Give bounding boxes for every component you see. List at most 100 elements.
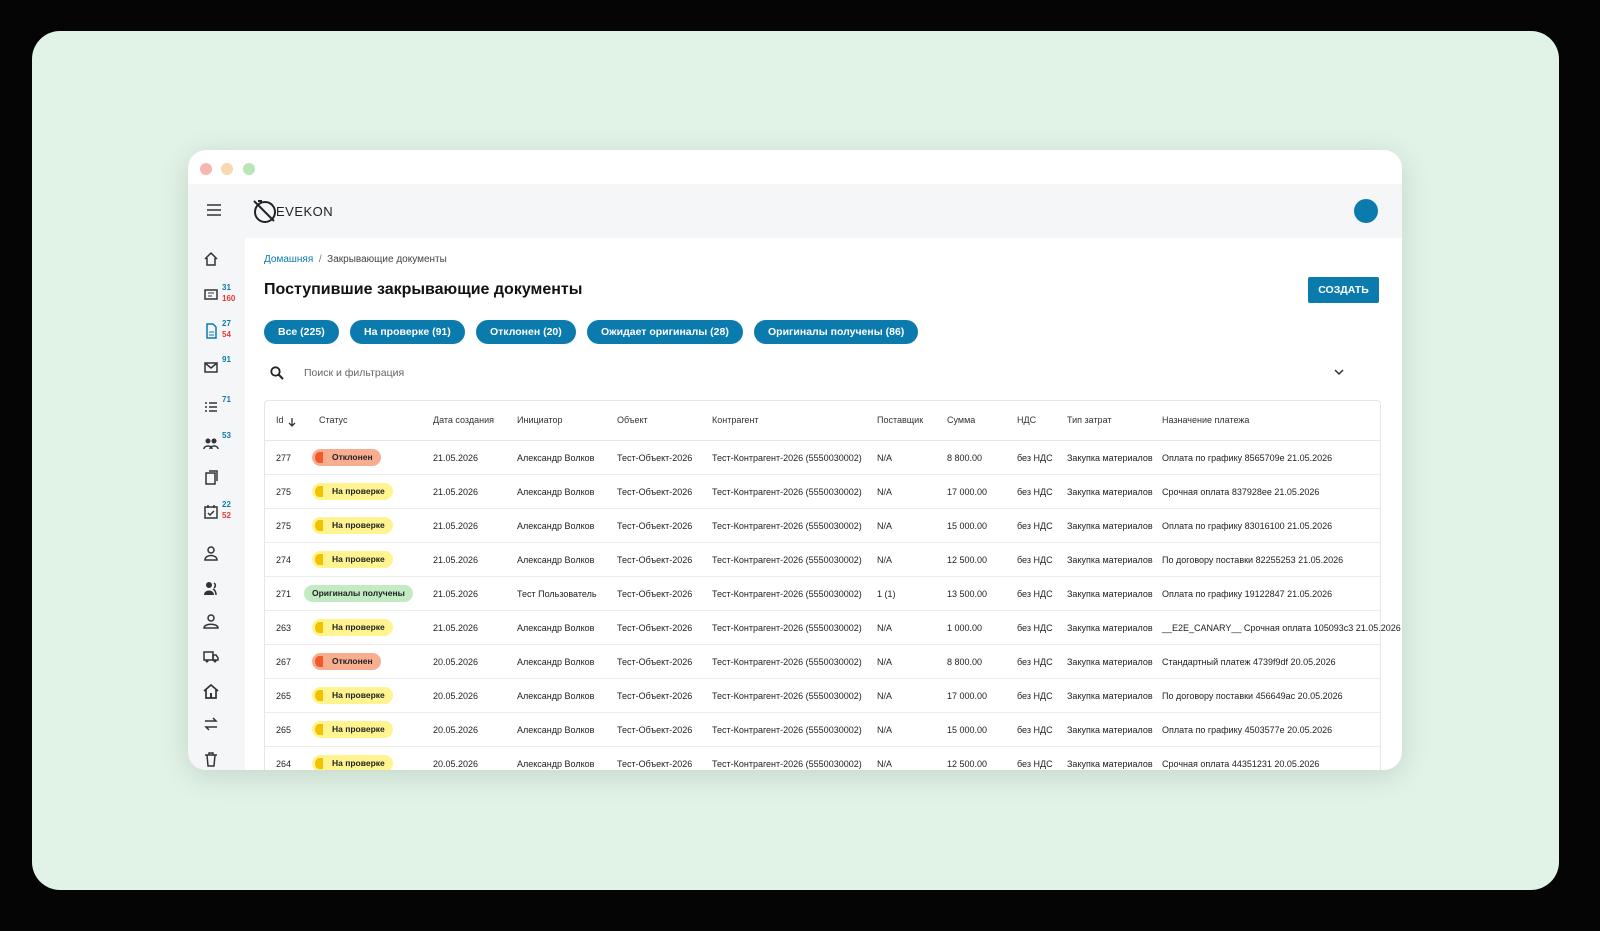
column-header[interactable]: Объект (617, 415, 648, 425)
table-cell: 21.05.2026 (433, 555, 479, 565)
table-cell: Александр Волков (517, 691, 595, 701)
window-minimize[interactable] (221, 163, 233, 175)
filter-tab[interactable]: Ожидает оригиналы (28) (587, 320, 743, 344)
sidebar-icon[interactable] (203, 399, 219, 415)
sidebar-icon[interactable] (203, 251, 219, 267)
search-input[interactable]: Поиск и фильтрация (304, 367, 405, 379)
column-header[interactable]: Сумма (947, 415, 976, 425)
column-header[interactable]: Назначение платежа (1162, 415, 1250, 425)
sidebar-icon[interactable] (203, 545, 219, 561)
user-avatar[interactable] (1354, 199, 1378, 223)
column-header[interactable]: Дата создания (433, 415, 494, 425)
table-row[interactable]: 275 На проверке 21.05.2026 Александр Волков… (265, 509, 1380, 543)
status-text: На проверке (332, 622, 385, 632)
status-dot (315, 622, 323, 633)
table-cell: Закупка материалов (1067, 725, 1153, 735)
sidebar-icon[interactable] (203, 287, 219, 303)
logo-mark (253, 200, 276, 223)
filter-tab[interactable]: Отклонен (20) (476, 320, 576, 344)
table-cell: 274 (276, 555, 292, 565)
filter-expand[interactable] (1334, 369, 1344, 376)
table-cell: Закупка материалов (1067, 657, 1153, 667)
sidebar-alert-badge: 160 (222, 294, 236, 303)
table-cell: 15 000.00 (947, 725, 988, 735)
table-cell: 265 (276, 725, 292, 735)
status-badge: Оригиналы получены (304, 585, 413, 602)
filter-tab[interactable]: Оригиналы получены (86) (754, 320, 919, 344)
status-badge: На проверке (312, 483, 393, 500)
table-cell: без НДС (1017, 725, 1053, 735)
table-cell: без НДС (1017, 759, 1053, 769)
table-cell: Срочная оплата 837928ee 21.05.2026 (1162, 487, 1320, 497)
table-cell: Тест-Контрагент-2026 (5550030002) (712, 521, 862, 531)
table-row[interactable]: 267 Отклонен 20.05.2026 Александр Волков Тес… (265, 645, 1380, 679)
sidebar-badge: 71 (222, 395, 231, 404)
column-header[interactable]: НДС (1017, 415, 1037, 425)
status-badge: На проверке (312, 687, 393, 704)
table-cell: Закупка материалов (1067, 521, 1153, 531)
sidebar-icon[interactable] (203, 359, 219, 375)
sidebar-icon[interactable] (203, 648, 219, 664)
table-row[interactable]: 274 На проверке 21.05.2026 Александр Волков… (265, 543, 1380, 577)
table-cell: без НДС (1017, 453, 1053, 463)
create-button[interactable]: СОЗДАТЬ (1308, 277, 1379, 303)
sidebar-icon[interactable] (203, 323, 219, 339)
table-row[interactable]: 265 На проверке 20.05.2026 Александр Волков… (265, 713, 1380, 747)
table-row[interactable]: 263 На проверке 21.05.2026 Александр Волков… (265, 611, 1401, 645)
app-header: EVEKON (188, 184, 1402, 238)
sidebar-icon[interactable] (203, 435, 219, 451)
table-row[interactable]: 271 Оригиналы получены 21.05.2026 Тест Поль… (265, 577, 1380, 611)
table-cell: без НДС (1017, 691, 1053, 701)
filter-tab[interactable]: Все (225) (264, 320, 339, 344)
table-row[interactable]: 277 Отклонен 21.05.2026 Александр Волков Тес… (265, 441, 1380, 475)
column-header[interactable]: Инициатор (517, 415, 563, 425)
sidebar-icon[interactable] (203, 613, 219, 629)
column-header[interactable]: Тип затрат (1067, 415, 1112, 425)
sidebar-icon[interactable] (203, 683, 219, 699)
table-row[interactable]: 275 На проверке 21.05.2026 Александр Волков… (265, 475, 1380, 509)
column-header[interactable]: Статус (319, 415, 348, 425)
status-text: Отклонен (332, 452, 373, 462)
sidebar-icon[interactable] (203, 504, 219, 520)
browser-window: EVEKON Домашняя / Закрывающие документы … (188, 150, 1402, 770)
table-cell: Тест-Контрагент-2026 (5550030002) (712, 759, 862, 769)
table-cell: без НДС (1017, 589, 1053, 599)
table-cell: 21.05.2026 (433, 521, 479, 531)
column-header[interactable]: Контрагент (712, 415, 759, 425)
table-cell: Александр Волков (517, 555, 595, 565)
column-header[interactable]: Id (276, 415, 284, 425)
table-row[interactable]: 264 На проверке 20.05.2026 Александр Волков… (265, 747, 1380, 770)
table-cell: Тест-Объект-2026 (617, 521, 693, 531)
status-badge: На проверке (312, 517, 393, 534)
column-header[interactable]: Поставщик (877, 415, 924, 425)
table-cell: Закупка материалов (1067, 487, 1153, 497)
menu-button[interactable] (207, 204, 221, 216)
sidebar-icon[interactable] (203, 580, 219, 596)
status-dot (315, 452, 323, 463)
table-cell: Закупка материалов (1067, 589, 1153, 599)
table-cell: Тест-Контрагент-2026 (5550030002) (712, 691, 862, 701)
window-maximize[interactable] (243, 163, 255, 175)
sidebar-icon[interactable] (203, 470, 219, 486)
table-cell: 265 (276, 691, 292, 701)
breadcrumb: Домашняя / Закрывающие документы (264, 254, 447, 265)
sidebar-icon[interactable] (203, 751, 219, 767)
status-dot (315, 554, 323, 565)
table-cell: Тест-Объект-2026 (617, 589, 693, 599)
table-row[interactable]: 265 На проверке 20.05.2026 Александр Волков… (265, 679, 1380, 713)
table-cell: Оплата по графику 4503577e 20.05.2026 (1162, 725, 1333, 735)
window-close[interactable] (200, 163, 212, 175)
breadcrumb-link[interactable]: Домашняя (264, 254, 314, 265)
status-text: На проверке (332, 724, 385, 734)
table-cell: N/A (877, 691, 893, 701)
status-text: Оригиналы получены (312, 588, 405, 598)
status-badge: На проверке (312, 721, 393, 738)
sidebar-badge: 27 (222, 319, 231, 328)
sidebar-icon[interactable] (203, 716, 219, 732)
table-cell: Закупка материалов (1067, 453, 1153, 463)
table-cell: Тест-Объект-2026 (617, 691, 693, 701)
table-cell: Александр Волков (517, 521, 595, 531)
status-badge: На проверке (312, 619, 393, 636)
filter-tab[interactable]: На проверке (91) (350, 320, 465, 344)
